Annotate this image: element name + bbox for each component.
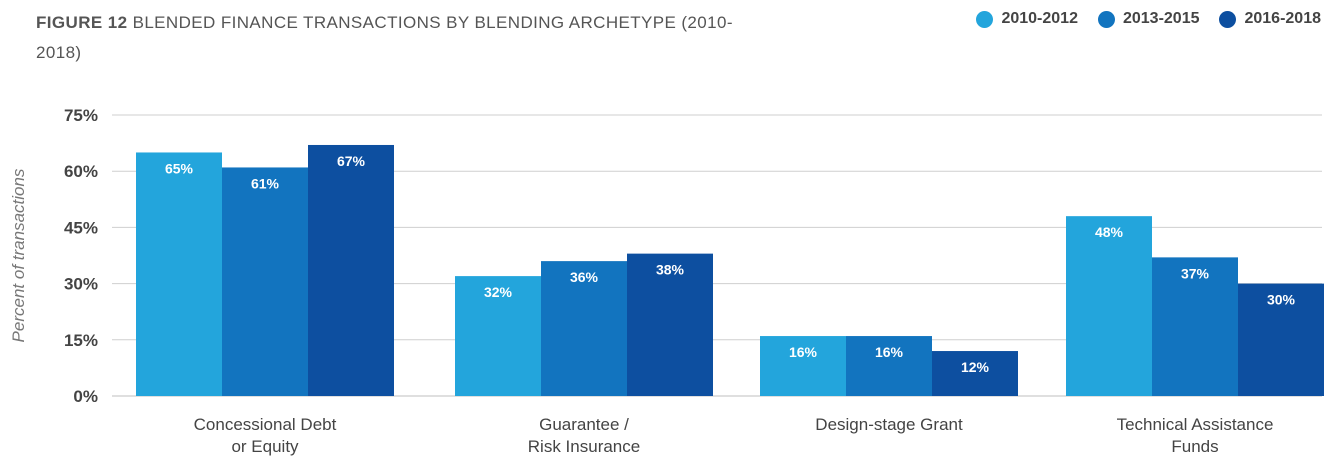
legend-label: 2016-2018 [1244, 10, 1321, 27]
category-label: Risk Insurance [528, 437, 640, 456]
y-tick-label: 30% [64, 275, 98, 294]
data-label: 32% [484, 284, 513, 300]
category-label: Funds [1171, 437, 1218, 456]
bar [1152, 257, 1238, 396]
y-tick-label: 60% [64, 162, 98, 181]
figure-label: FIGURE 12 [36, 13, 128, 32]
bar [846, 336, 932, 396]
data-label: 38% [656, 262, 685, 278]
legend-item-2010-2012: 2010-2012 [976, 10, 1078, 28]
y-tick-label: 0% [73, 387, 98, 406]
bar [222, 167, 308, 396]
data-label: 30% [1267, 292, 1296, 308]
bar [932, 351, 1018, 396]
bar [627, 253, 713, 396]
bar [455, 276, 541, 396]
bar [308, 144, 394, 396]
data-label: 48% [1095, 224, 1124, 240]
legend-label: 2010-2012 [1001, 10, 1078, 27]
bar [136, 152, 222, 396]
y-axis-label: Percent of transactions [9, 168, 28, 342]
category-label: Technical Assistance [1117, 415, 1274, 434]
chart-title: FIGURE 12 BLENDED FINANCE TRANSACTIONS B… [36, 8, 736, 68]
legend: 2010-2012 2013-2015 2016-2018 [976, 8, 1321, 30]
legend-label: 2013-2015 [1122, 10, 1200, 27]
bar [1066, 216, 1152, 396]
legend-swatch [1097, 10, 1115, 28]
data-label: 12% [961, 359, 990, 375]
bar [1238, 283, 1324, 396]
legend-item-2013-2015: 2013-2015 [1097, 10, 1200, 28]
category-label: Concessional Debt [194, 415, 337, 434]
data-label: 16% [789, 344, 818, 360]
category-label: Guarantee / [539, 415, 629, 434]
legend-swatch [1219, 10, 1237, 28]
data-label: 36% [570, 269, 599, 285]
y-tick-label: 75% [64, 106, 98, 125]
legend-swatch [976, 10, 994, 28]
data-label: 67% [337, 153, 366, 169]
data-label: 61% [251, 175, 280, 191]
data-label: 16% [875, 344, 904, 360]
bar [760, 336, 846, 396]
data-label: 37% [1181, 265, 1210, 281]
category-label: Design-stage Grant [815, 415, 963, 434]
bar [541, 261, 627, 396]
y-tick-label: 45% [64, 218, 98, 237]
legend-item-2016-2018: 2016-2018 [1219, 10, 1321, 28]
y-tick-label: 15% [64, 331, 98, 350]
data-label: 65% [165, 160, 194, 176]
category-label: or Equity [231, 437, 299, 456]
figure-title: BLENDED FINANCE TRANSACTIONS BY BLENDING… [36, 13, 733, 62]
